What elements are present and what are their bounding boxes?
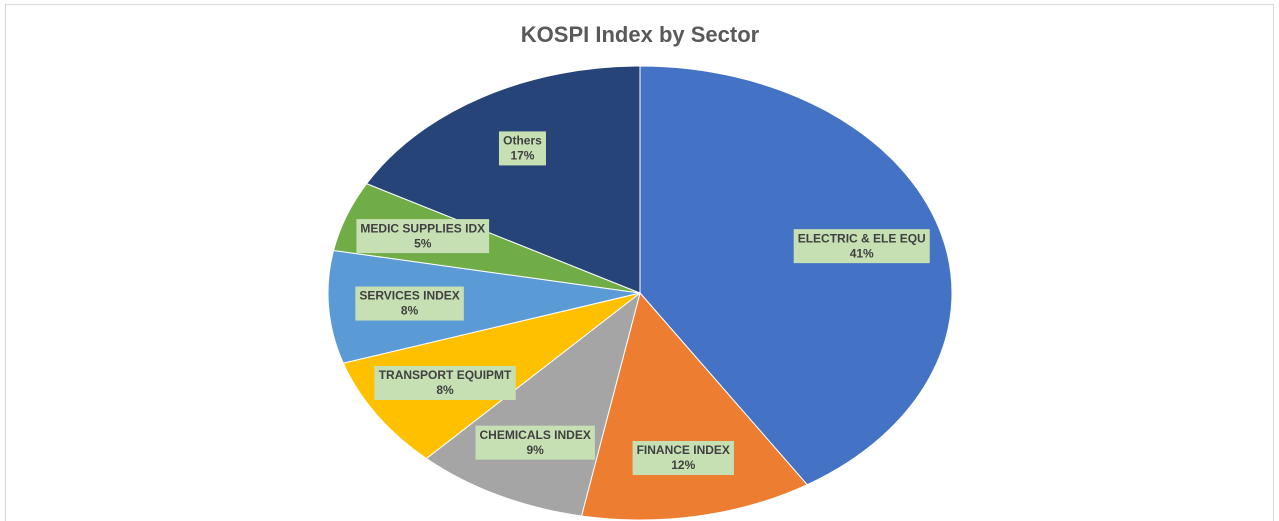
data-label-value: 17% bbox=[510, 149, 534, 163]
data-label-category: ELECTRIC & ELE EQU bbox=[798, 231, 926, 245]
data-label-box bbox=[475, 425, 595, 460]
data-label-box bbox=[793, 229, 930, 264]
pie-slice bbox=[327, 249, 641, 364]
data-label-box bbox=[498, 131, 546, 166]
data-label-value: 8% bbox=[401, 304, 419, 318]
data-label-category: SERVICES INDEX bbox=[359, 289, 459, 303]
pie-slice bbox=[639, 65, 953, 486]
data-label-value: 5% bbox=[414, 236, 432, 250]
data-label-box bbox=[632, 441, 734, 476]
pie-slice bbox=[425, 291, 641, 517]
data-label-category: FINANCE INDEX bbox=[637, 443, 730, 457]
data-label-value: 8% bbox=[436, 383, 454, 397]
data-label-category: MEDIC SUPPLIES IDX bbox=[360, 221, 485, 235]
data-label-value: 12% bbox=[671, 458, 695, 472]
data-label-value: 41% bbox=[850, 246, 874, 260]
data-label-box bbox=[374, 366, 516, 401]
data-label-box bbox=[355, 286, 464, 321]
data-label-box bbox=[356, 219, 490, 254]
pie-slice bbox=[365, 65, 641, 294]
data-label-category: TRANSPORT EQUIPMT bbox=[379, 368, 512, 382]
data-label-category: CHEMICALS INDEX bbox=[480, 428, 591, 442]
chart-title: KOSPI Index by Sector bbox=[521, 22, 760, 47]
data-label-value: 9% bbox=[527, 443, 545, 457]
data-label-category: Others bbox=[503, 134, 542, 148]
